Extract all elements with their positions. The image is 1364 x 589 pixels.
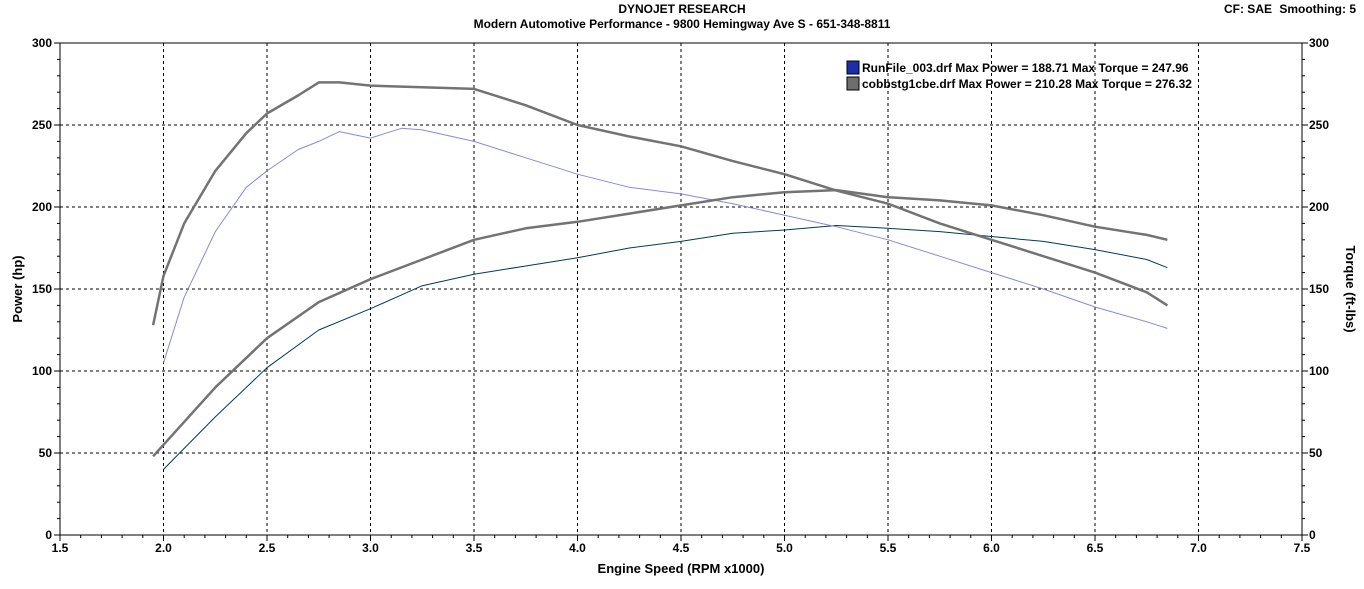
legend-entry-cobbstg1cbe: cobbstg1cbe.drf Max Power = 210.28 Max T…	[862, 77, 1192, 91]
legend-entry-runfile: RunFile_003.drf Max Power = 188.71 Max T…	[862, 61, 1189, 75]
y-axis-right-title: Torque (ft-lbs)	[1343, 245, 1358, 332]
x-tick-label: 2.0	[155, 541, 172, 555]
series-line-cobbstg1cbe-power	[152, 188, 1168, 458]
legend: RunFile_003.drf Max Power = 188.71 Max T…	[846, 60, 1192, 91]
x-tick-label: 6.5	[1087, 541, 1104, 555]
series-line-cobbstg1cbe-torque	[151, 81, 1169, 326]
x-tick-label: 5.0	[776, 541, 793, 555]
series-line-runfile-003-torque	[163, 127, 1168, 363]
grid	[60, 43, 1302, 535]
x-tick-label: 2.5	[259, 541, 276, 555]
y-axis-left-title: Power (hp)	[10, 255, 25, 322]
y-right-tick-label: 250	[1309, 118, 1329, 132]
y-left-tick-label: 300	[32, 36, 52, 50]
y-left-tick-label: 150	[32, 282, 52, 296]
x-tick-label: 6.0	[983, 541, 1000, 555]
y-left-tick-label: 200	[32, 200, 52, 214]
x-tick-label: 5.5	[880, 541, 897, 555]
x-tick-label: 4.5	[673, 541, 690, 555]
series-line-runfile-003-power	[163, 225, 1168, 470]
correction-factor-label: CF: SAE	[1223, 2, 1272, 16]
x-tick-label: 3.0	[362, 541, 379, 555]
x-axis-title: Engine Speed (RPM x1000)	[598, 561, 765, 576]
y-left-tick-label: 50	[39, 446, 53, 460]
y-left-tick-label: 0	[45, 528, 52, 542]
legend-swatch-cobbstg1cbe	[846, 76, 860, 91]
smoothing-label: Smoothing: 5	[1279, 2, 1356, 16]
x-tick-label: 1.5	[52, 541, 69, 555]
y-right-tick-label: 150	[1309, 282, 1329, 296]
chart-subtitle: Modern Automotive Performance - 9800 Hem…	[473, 17, 891, 31]
y-right-tick-label: 100	[1309, 364, 1329, 378]
y-left-tick-label: 250	[32, 118, 52, 132]
legend-swatch-runfile	[846, 60, 860, 75]
x-tick-label: 4.0	[569, 541, 586, 555]
y-right-tick-label: 300	[1309, 36, 1329, 50]
axis-ticks: 1.5 2.0 2.5 3.0 3.5 4.0 4.5 5.0 5.5 6.0 6.5 7.0 7.50…	[32, 36, 1329, 555]
y-left-tick-label: 100	[32, 364, 52, 378]
chart-title: DYNOJET RESEARCH	[618, 2, 746, 16]
y-right-tick-label: 50	[1309, 446, 1323, 460]
x-tick-label: 7.5	[1294, 541, 1311, 555]
series-lines	[151, 81, 1169, 470]
x-tick-label: 3.5	[466, 541, 483, 555]
y-right-tick-label: 0	[1309, 528, 1316, 542]
y-right-tick-label: 200	[1309, 200, 1329, 214]
x-tick-label: 7.0	[1190, 541, 1207, 555]
correction-info: CF: SAE Smoothing: 5	[1220, 2, 1356, 16]
